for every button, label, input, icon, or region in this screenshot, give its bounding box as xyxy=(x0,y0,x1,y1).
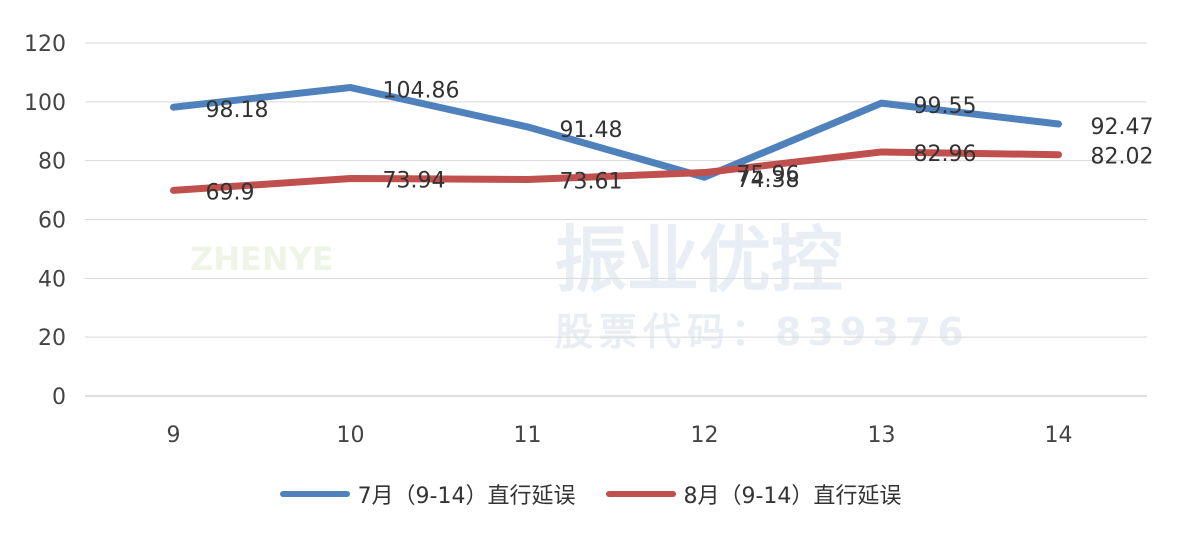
data-labels: 98.18 104.86 91.48 74.38 99.55 92.47 69.9 73.94… xyxy=(206,79,1154,206)
data-point xyxy=(526,178,529,181)
watermark-stock-code: 股票代码：839376 xyxy=(555,310,970,354)
legend-label-july: 7月（9-14）直行延误 xyxy=(357,484,576,509)
x-axis-ticks: 9 10 11 12 13 14 xyxy=(167,423,1073,448)
legend: 7月（9-14）直行延误 8月（9-14）直行延误 xyxy=(0,478,1181,510)
y-tick-label: 120 xyxy=(24,32,66,57)
y-tick-label: 0 xyxy=(52,385,66,410)
y-axis-ticks: 0 20 40 60 80 100 120 xyxy=(24,32,66,410)
data-label: 92.47 xyxy=(1091,115,1154,140)
x-tick-label: 12 xyxy=(691,423,719,448)
data-label: 91.48 xyxy=(560,118,623,143)
x-tick-label: 13 xyxy=(868,423,896,448)
line-chart: ZHENYE 振业优控 股票代码：839376 020406080100120 … xyxy=(24,32,1154,448)
data-point xyxy=(880,102,883,105)
data-point xyxy=(526,125,529,128)
x-tick-label: 14 xyxy=(1045,423,1073,448)
data-label: 104.86 xyxy=(383,79,460,104)
x-tick-label: 10 xyxy=(337,423,365,448)
watermark: ZHENYE 振业优控 股票代码：839376 xyxy=(190,218,970,354)
y-tick-label: 100 xyxy=(24,91,66,116)
legend-item-july: 7月（9-14）直行延误 xyxy=(279,478,576,510)
data-label: 73.94 xyxy=(383,168,446,193)
legend-item-august: 8月（9-14）直行延误 xyxy=(605,478,902,510)
data-point xyxy=(349,86,352,89)
data-point xyxy=(703,176,706,179)
series-line-july xyxy=(170,84,1062,181)
y-tick-label: 40 xyxy=(38,267,66,292)
data-label: 73.61 xyxy=(560,169,623,194)
data-label: 82.96 xyxy=(914,142,977,167)
x-tick-label: 9 xyxy=(167,423,181,448)
data-label: 74.38 xyxy=(737,168,800,193)
data-point xyxy=(703,171,706,174)
data-point xyxy=(172,106,175,109)
gridlines xyxy=(85,42,1147,397)
data-label: 82.02 xyxy=(1091,145,1154,170)
data-label: 69.9 xyxy=(206,180,255,205)
data-point xyxy=(349,177,352,180)
x-tick-label: 11 xyxy=(514,423,542,448)
y-tick-label: 60 xyxy=(38,209,66,234)
data-point xyxy=(880,150,883,153)
y-tick-label: 80 xyxy=(38,150,66,175)
data-label: 75.96 xyxy=(737,163,800,188)
legend-swatch-july xyxy=(279,491,350,497)
data-point xyxy=(1057,153,1060,156)
series-lines xyxy=(170,84,1062,194)
legend-label-august: 8月（9-14）直行延误 xyxy=(683,484,902,509)
series-line-august xyxy=(170,148,1062,194)
data-point xyxy=(1057,122,1060,125)
watermark-logo: ZHENYE xyxy=(190,240,334,278)
data-point xyxy=(172,189,175,192)
data-label: 99.55 xyxy=(914,94,977,119)
data-label: 98.18 xyxy=(206,98,269,123)
legend-swatch-august xyxy=(605,491,676,497)
y-tick-label: 20 xyxy=(38,326,66,351)
watermark-title: 振业优控 xyxy=(555,218,843,302)
